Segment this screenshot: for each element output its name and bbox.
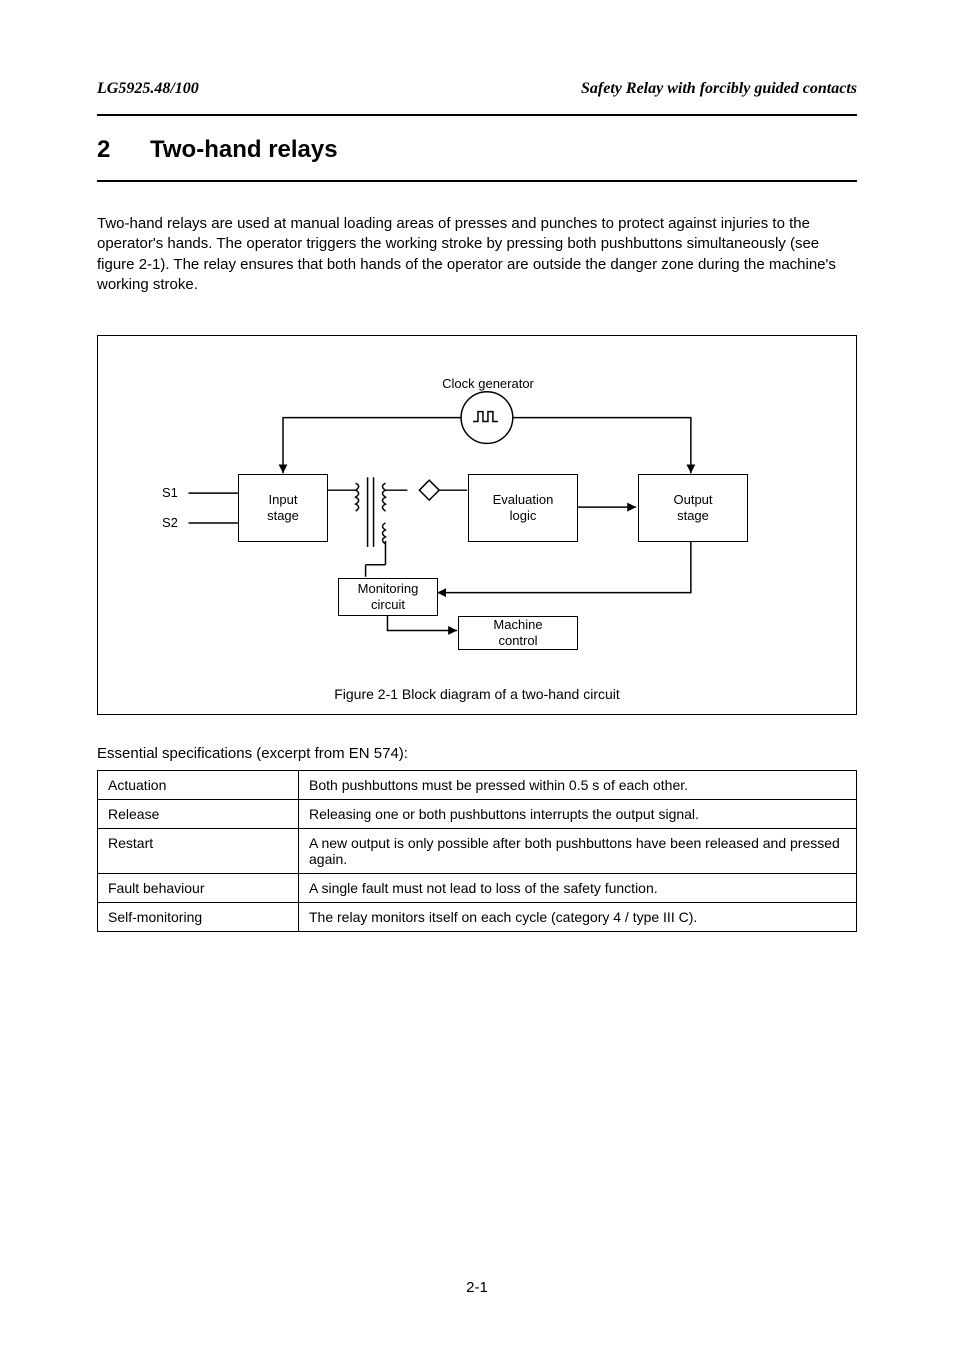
table-cell-key: Fault behaviour (98, 874, 299, 903)
table-title: Essential specifications (excerpt from E… (97, 745, 408, 762)
table-row: ReleaseReleasing one or both pushbuttons… (98, 800, 857, 829)
table-row: Self-monitoringThe relay monitors itself… (98, 903, 857, 932)
spec-table: ActuationBoth pushbuttons must be presse… (97, 770, 857, 932)
block-monitoring-label: Monitoringcircuit (358, 581, 419, 612)
block-input: Inputstage (238, 474, 328, 542)
block-machine: Machinecontrol (458, 616, 578, 650)
label-s2: S2 (162, 515, 178, 530)
block-machine-label: Machinecontrol (493, 617, 542, 648)
figure-box: S1 S2 Clock generator Inputstage Evaluat… (97, 335, 857, 715)
figure-caption: Figure 2-1 Block diagram of a two-hand c… (334, 686, 620, 702)
section-title: Two-hand relays (150, 136, 338, 164)
intro-paragraph: Two-hand relays are used at manual loadi… (97, 214, 857, 295)
table-row: ActuationBoth pushbuttons must be presse… (98, 771, 857, 800)
rule-top (97, 114, 857, 116)
label-s1: S1 (162, 485, 178, 500)
block-output-label: Outputstage (673, 492, 712, 523)
block-input-label: Inputstage (267, 492, 299, 523)
section-number: 2 (97, 136, 110, 164)
block-monitoring: Monitoringcircuit (338, 578, 438, 616)
table-cell-value: Both pushbuttons must be pressed within … (299, 771, 857, 800)
table-cell-key: Release (98, 800, 299, 829)
table-row: RestartA new output is only possible aft… (98, 829, 857, 874)
block-output: Outputstage (638, 474, 748, 542)
header-model: LG5925.48/100 (97, 80, 199, 98)
table-row: Fault behaviourA single fault must not l… (98, 874, 857, 903)
table-cell-value: A new output is only possible after both… (299, 829, 857, 874)
table-cell-value: Releasing one or both pushbuttons interr… (299, 800, 857, 829)
table-cell-value: A single fault must not lead to loss of … (299, 874, 857, 903)
table-cell-key: Self-monitoring (98, 903, 299, 932)
table-cell-key: Restart (98, 829, 299, 874)
table-cell-value: The relay monitors itself on each cycle … (299, 903, 857, 932)
page-number: 2-1 (466, 1279, 488, 1296)
header-title: Safety Relay with forcibly guided contac… (581, 80, 857, 98)
block-eval-label: Evaluationlogic (493, 492, 554, 523)
rule-under-heading (97, 180, 857, 182)
label-clock: Clock generator (428, 376, 548, 391)
table-cell-key: Actuation (98, 771, 299, 800)
block-eval: Evaluationlogic (468, 474, 578, 542)
